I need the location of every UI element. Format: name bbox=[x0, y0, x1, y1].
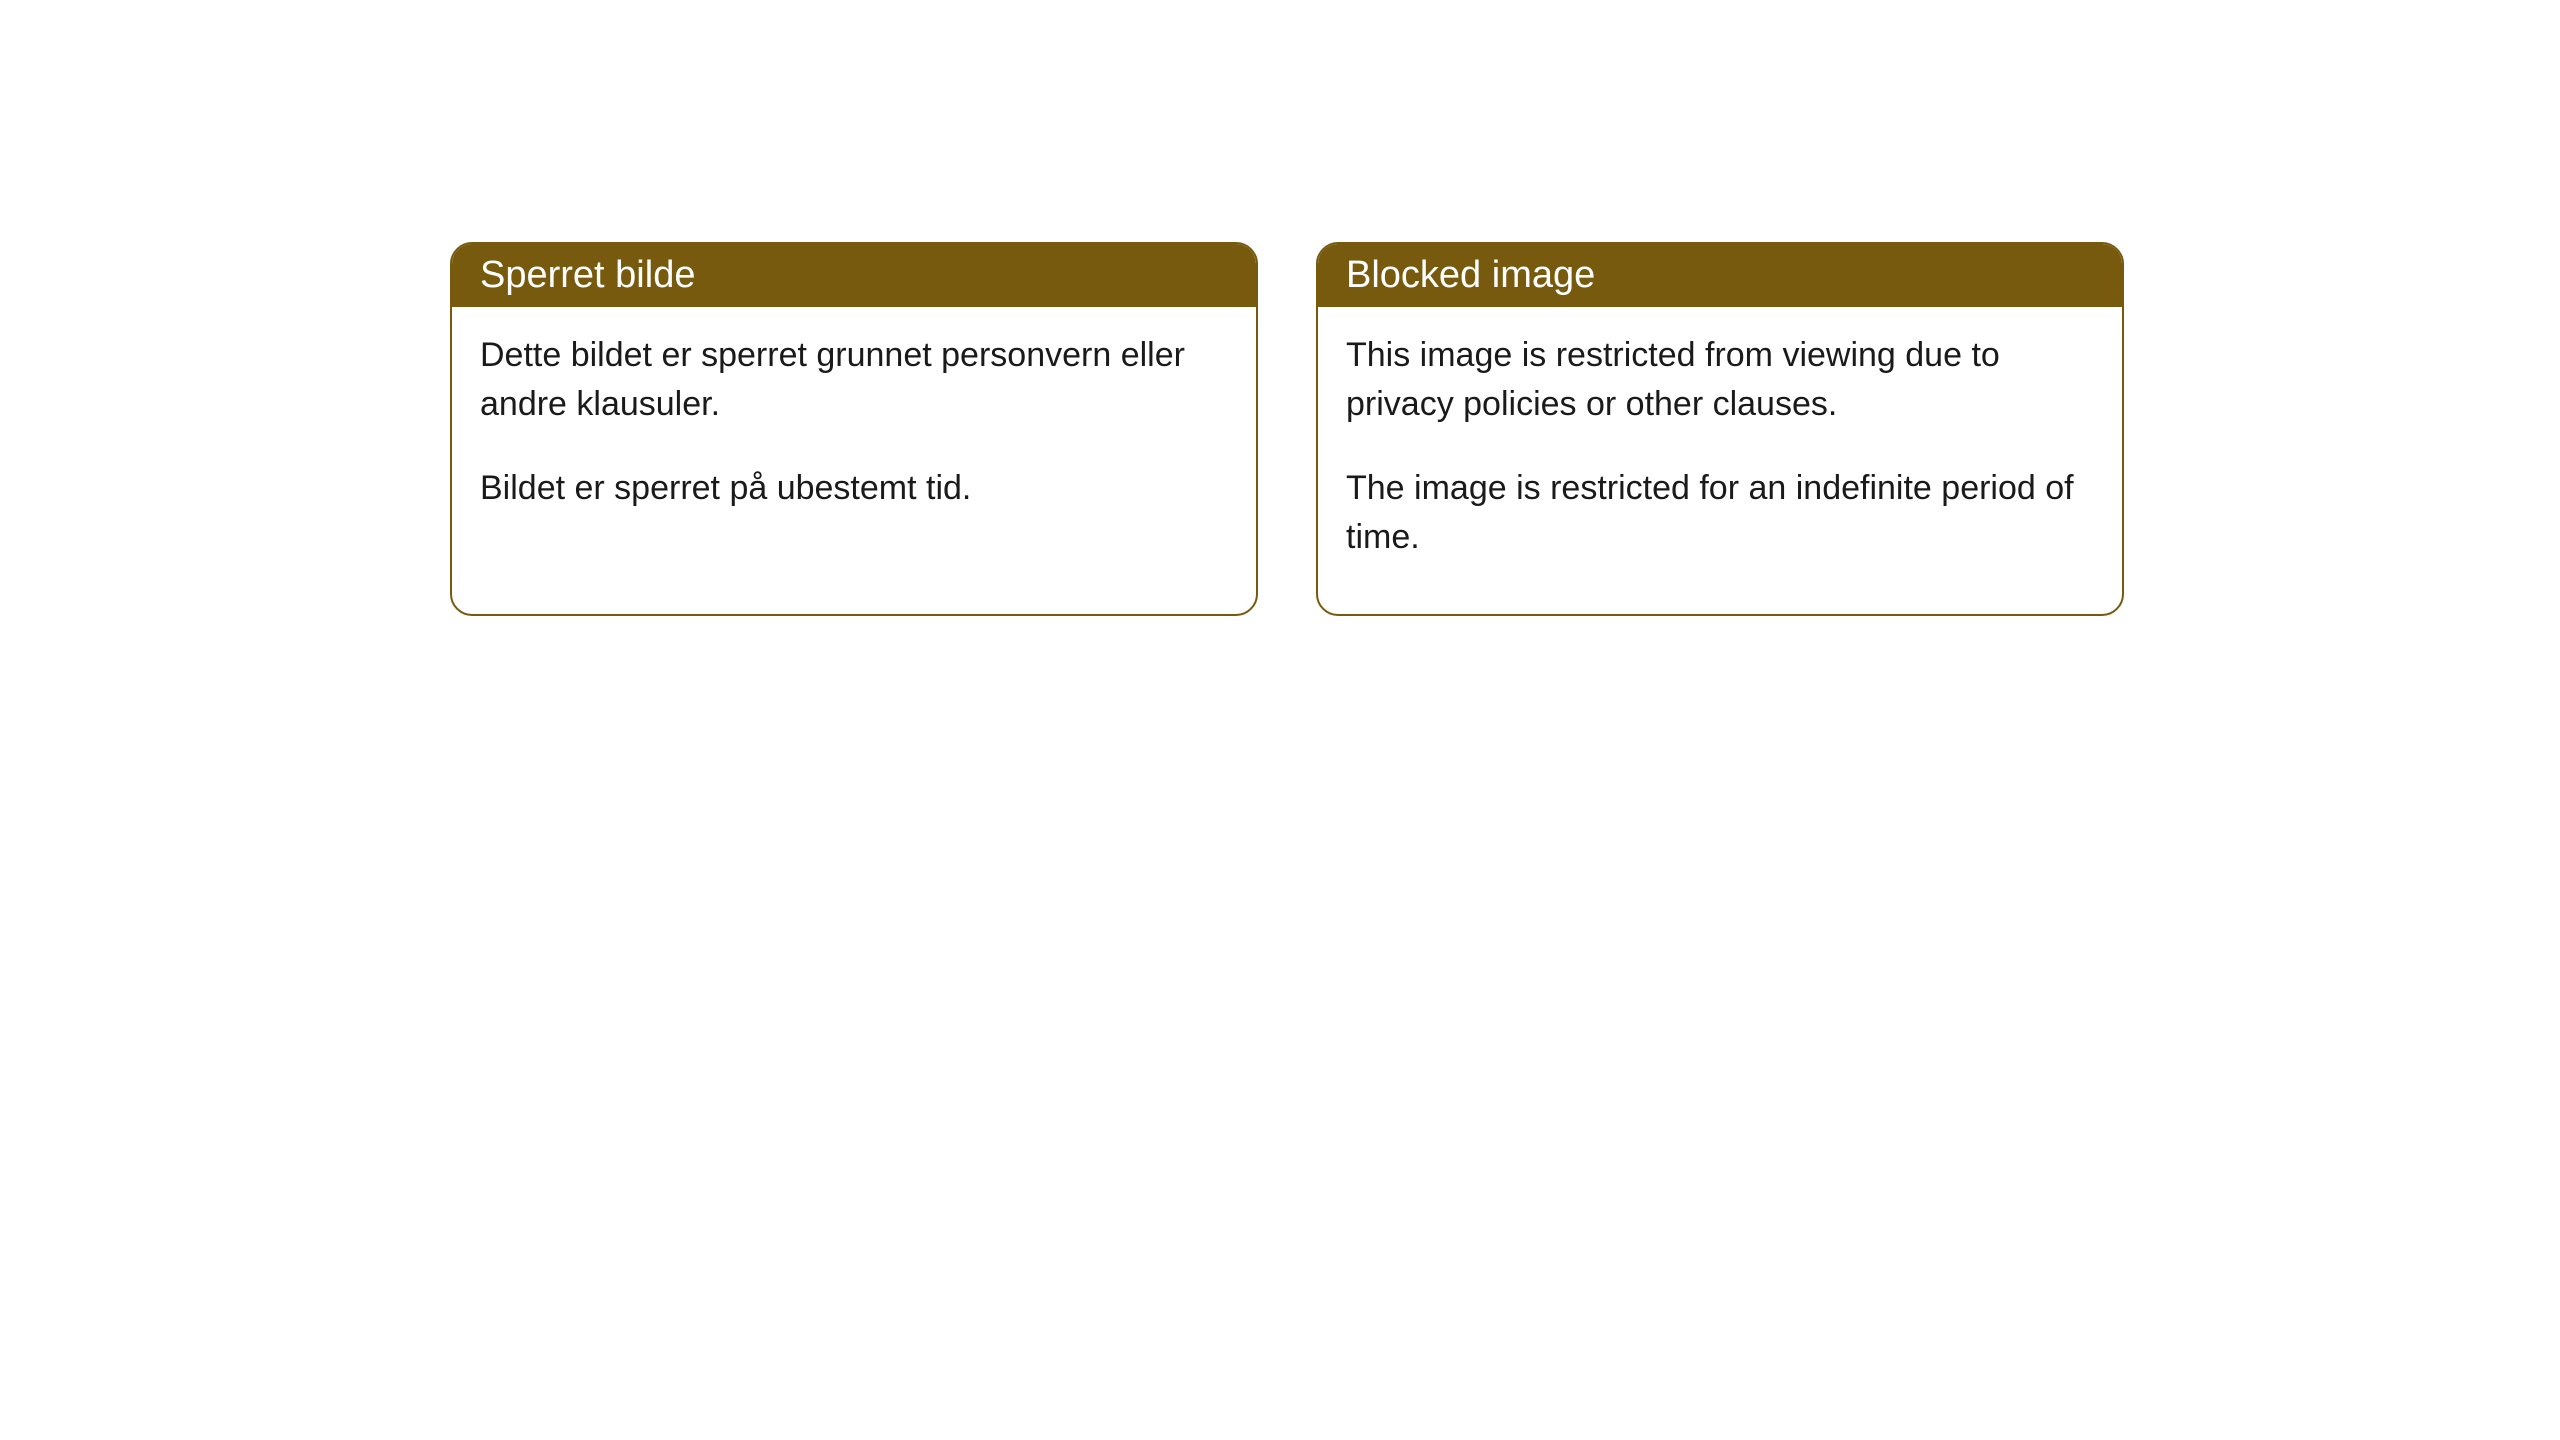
card-paragraph: Bildet er sperret på ubestemt tid. bbox=[480, 464, 1228, 513]
card-header: Sperret bilde bbox=[452, 244, 1256, 307]
card-body: Dette bildet er sperret grunnet personve… bbox=[452, 307, 1256, 565]
card-paragraph: The image is restricted for an indefinit… bbox=[1346, 464, 2094, 563]
card-paragraph: Dette bildet er sperret grunnet personve… bbox=[480, 331, 1228, 430]
card-header: Blocked image bbox=[1318, 244, 2122, 307]
card-body: This image is restricted from viewing du… bbox=[1318, 307, 2122, 614]
card-title: Sperret bilde bbox=[480, 254, 695, 296]
card-paragraph: This image is restricted from viewing du… bbox=[1346, 331, 2094, 430]
notice-cards-container: Sperret bilde Dette bildet er sperret gr… bbox=[450, 242, 2560, 616]
blocked-image-card-norwegian: Sperret bilde Dette bildet er sperret gr… bbox=[450, 242, 1258, 616]
card-title: Blocked image bbox=[1346, 254, 1595, 296]
blocked-image-card-english: Blocked image This image is restricted f… bbox=[1316, 242, 2124, 616]
